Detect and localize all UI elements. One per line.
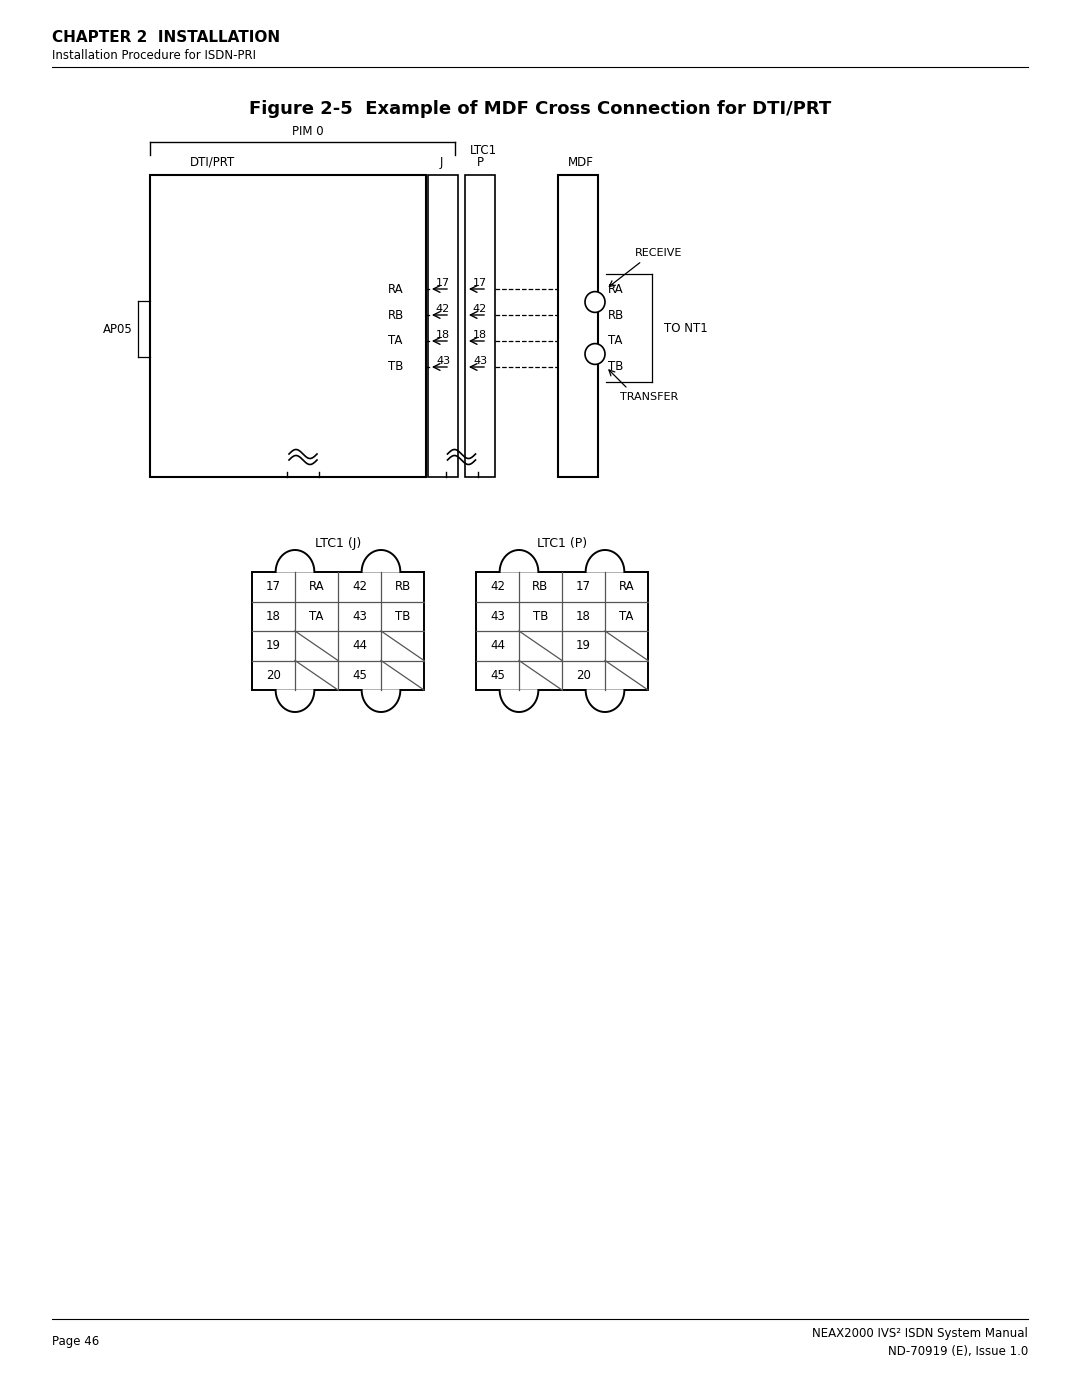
- Text: 20: 20: [266, 669, 281, 682]
- Text: RA: RA: [608, 282, 623, 296]
- Text: RA: RA: [619, 580, 634, 594]
- Text: TB: TB: [395, 609, 410, 623]
- Bar: [150, 175, 426, 476]
- Text: AP05: AP05: [104, 323, 133, 335]
- Text: LTC1 (J): LTC1 (J): [315, 536, 361, 549]
- Polygon shape: [500, 690, 538, 712]
- Text: 42: 42: [436, 305, 450, 314]
- Text: 45: 45: [352, 669, 367, 682]
- Text: TA: TA: [608, 334, 622, 348]
- Text: TO NT1: TO NT1: [664, 321, 707, 334]
- Bar: [465, 175, 495, 476]
- Text: 44: 44: [490, 640, 505, 652]
- Text: TB: TB: [388, 360, 403, 373]
- Ellipse shape: [585, 344, 605, 365]
- Text: Installation Procedure for ISDN-PRI: Installation Procedure for ISDN-PRI: [52, 49, 256, 61]
- Text: 17: 17: [436, 278, 450, 288]
- Text: TA: TA: [619, 609, 634, 623]
- Text: 43: 43: [473, 356, 487, 366]
- Text: 19: 19: [576, 640, 591, 652]
- Bar: [252, 571, 424, 690]
- Text: 43: 43: [490, 609, 505, 623]
- Text: TB: TB: [608, 360, 623, 373]
- Text: RA: RA: [309, 580, 324, 594]
- Text: 20: 20: [576, 669, 591, 682]
- Text: TB: TB: [532, 609, 549, 623]
- Text: NEAX2000 IVS² ISDN System Manual: NEAX2000 IVS² ISDN System Manual: [812, 1327, 1028, 1341]
- Bar: [476, 571, 648, 690]
- Text: CHAPTER 2  INSTALLATION: CHAPTER 2 INSTALLATION: [52, 29, 280, 45]
- Text: RA: RA: [388, 282, 404, 296]
- Ellipse shape: [585, 292, 605, 313]
- Text: MDF: MDF: [568, 155, 594, 169]
- Polygon shape: [362, 690, 401, 712]
- Text: LTC1: LTC1: [470, 144, 497, 156]
- Text: 17: 17: [266, 580, 281, 594]
- Polygon shape: [362, 550, 401, 571]
- Text: TA: TA: [388, 334, 403, 348]
- Text: RB: RB: [532, 580, 549, 594]
- Text: 18: 18: [266, 609, 281, 623]
- Text: RECEIVE: RECEIVE: [635, 249, 683, 258]
- Text: PIM 0: PIM 0: [293, 124, 324, 137]
- Text: 17: 17: [576, 580, 591, 594]
- Text: 45: 45: [490, 669, 505, 682]
- Text: 42: 42: [473, 305, 487, 314]
- Text: 43: 43: [436, 356, 450, 366]
- Text: ND-70919 (E), Issue 1.0: ND-70919 (E), Issue 1.0: [888, 1344, 1028, 1358]
- Text: DTI/PRT: DTI/PRT: [190, 155, 235, 169]
- Polygon shape: [275, 550, 314, 571]
- Text: 42: 42: [490, 580, 505, 594]
- Polygon shape: [500, 550, 538, 571]
- Text: TA: TA: [309, 609, 324, 623]
- Text: J: J: [440, 155, 443, 169]
- Text: RB: RB: [394, 580, 410, 594]
- Text: 18: 18: [576, 609, 591, 623]
- Text: LTC1 (P): LTC1 (P): [537, 536, 588, 549]
- Polygon shape: [585, 550, 624, 571]
- Text: 43: 43: [352, 609, 367, 623]
- Text: 44: 44: [352, 640, 367, 652]
- Text: P: P: [476, 155, 484, 169]
- Text: Page 46: Page 46: [52, 1336, 99, 1348]
- Bar: [558, 175, 598, 476]
- Text: Figure 2-5  Example of MDF Cross Connection for DTI/PRT: Figure 2-5 Example of MDF Cross Connecti…: [248, 101, 832, 117]
- Bar: [428, 175, 458, 476]
- Text: 42: 42: [352, 580, 367, 594]
- Polygon shape: [585, 690, 624, 712]
- Text: RB: RB: [608, 309, 624, 321]
- Text: 18: 18: [436, 330, 450, 339]
- Text: 17: 17: [473, 278, 487, 288]
- Text: 18: 18: [473, 330, 487, 339]
- Polygon shape: [275, 690, 314, 712]
- Text: TRANSFER: TRANSFER: [620, 393, 678, 402]
- Text: RB: RB: [388, 309, 404, 321]
- Text: 19: 19: [266, 640, 281, 652]
